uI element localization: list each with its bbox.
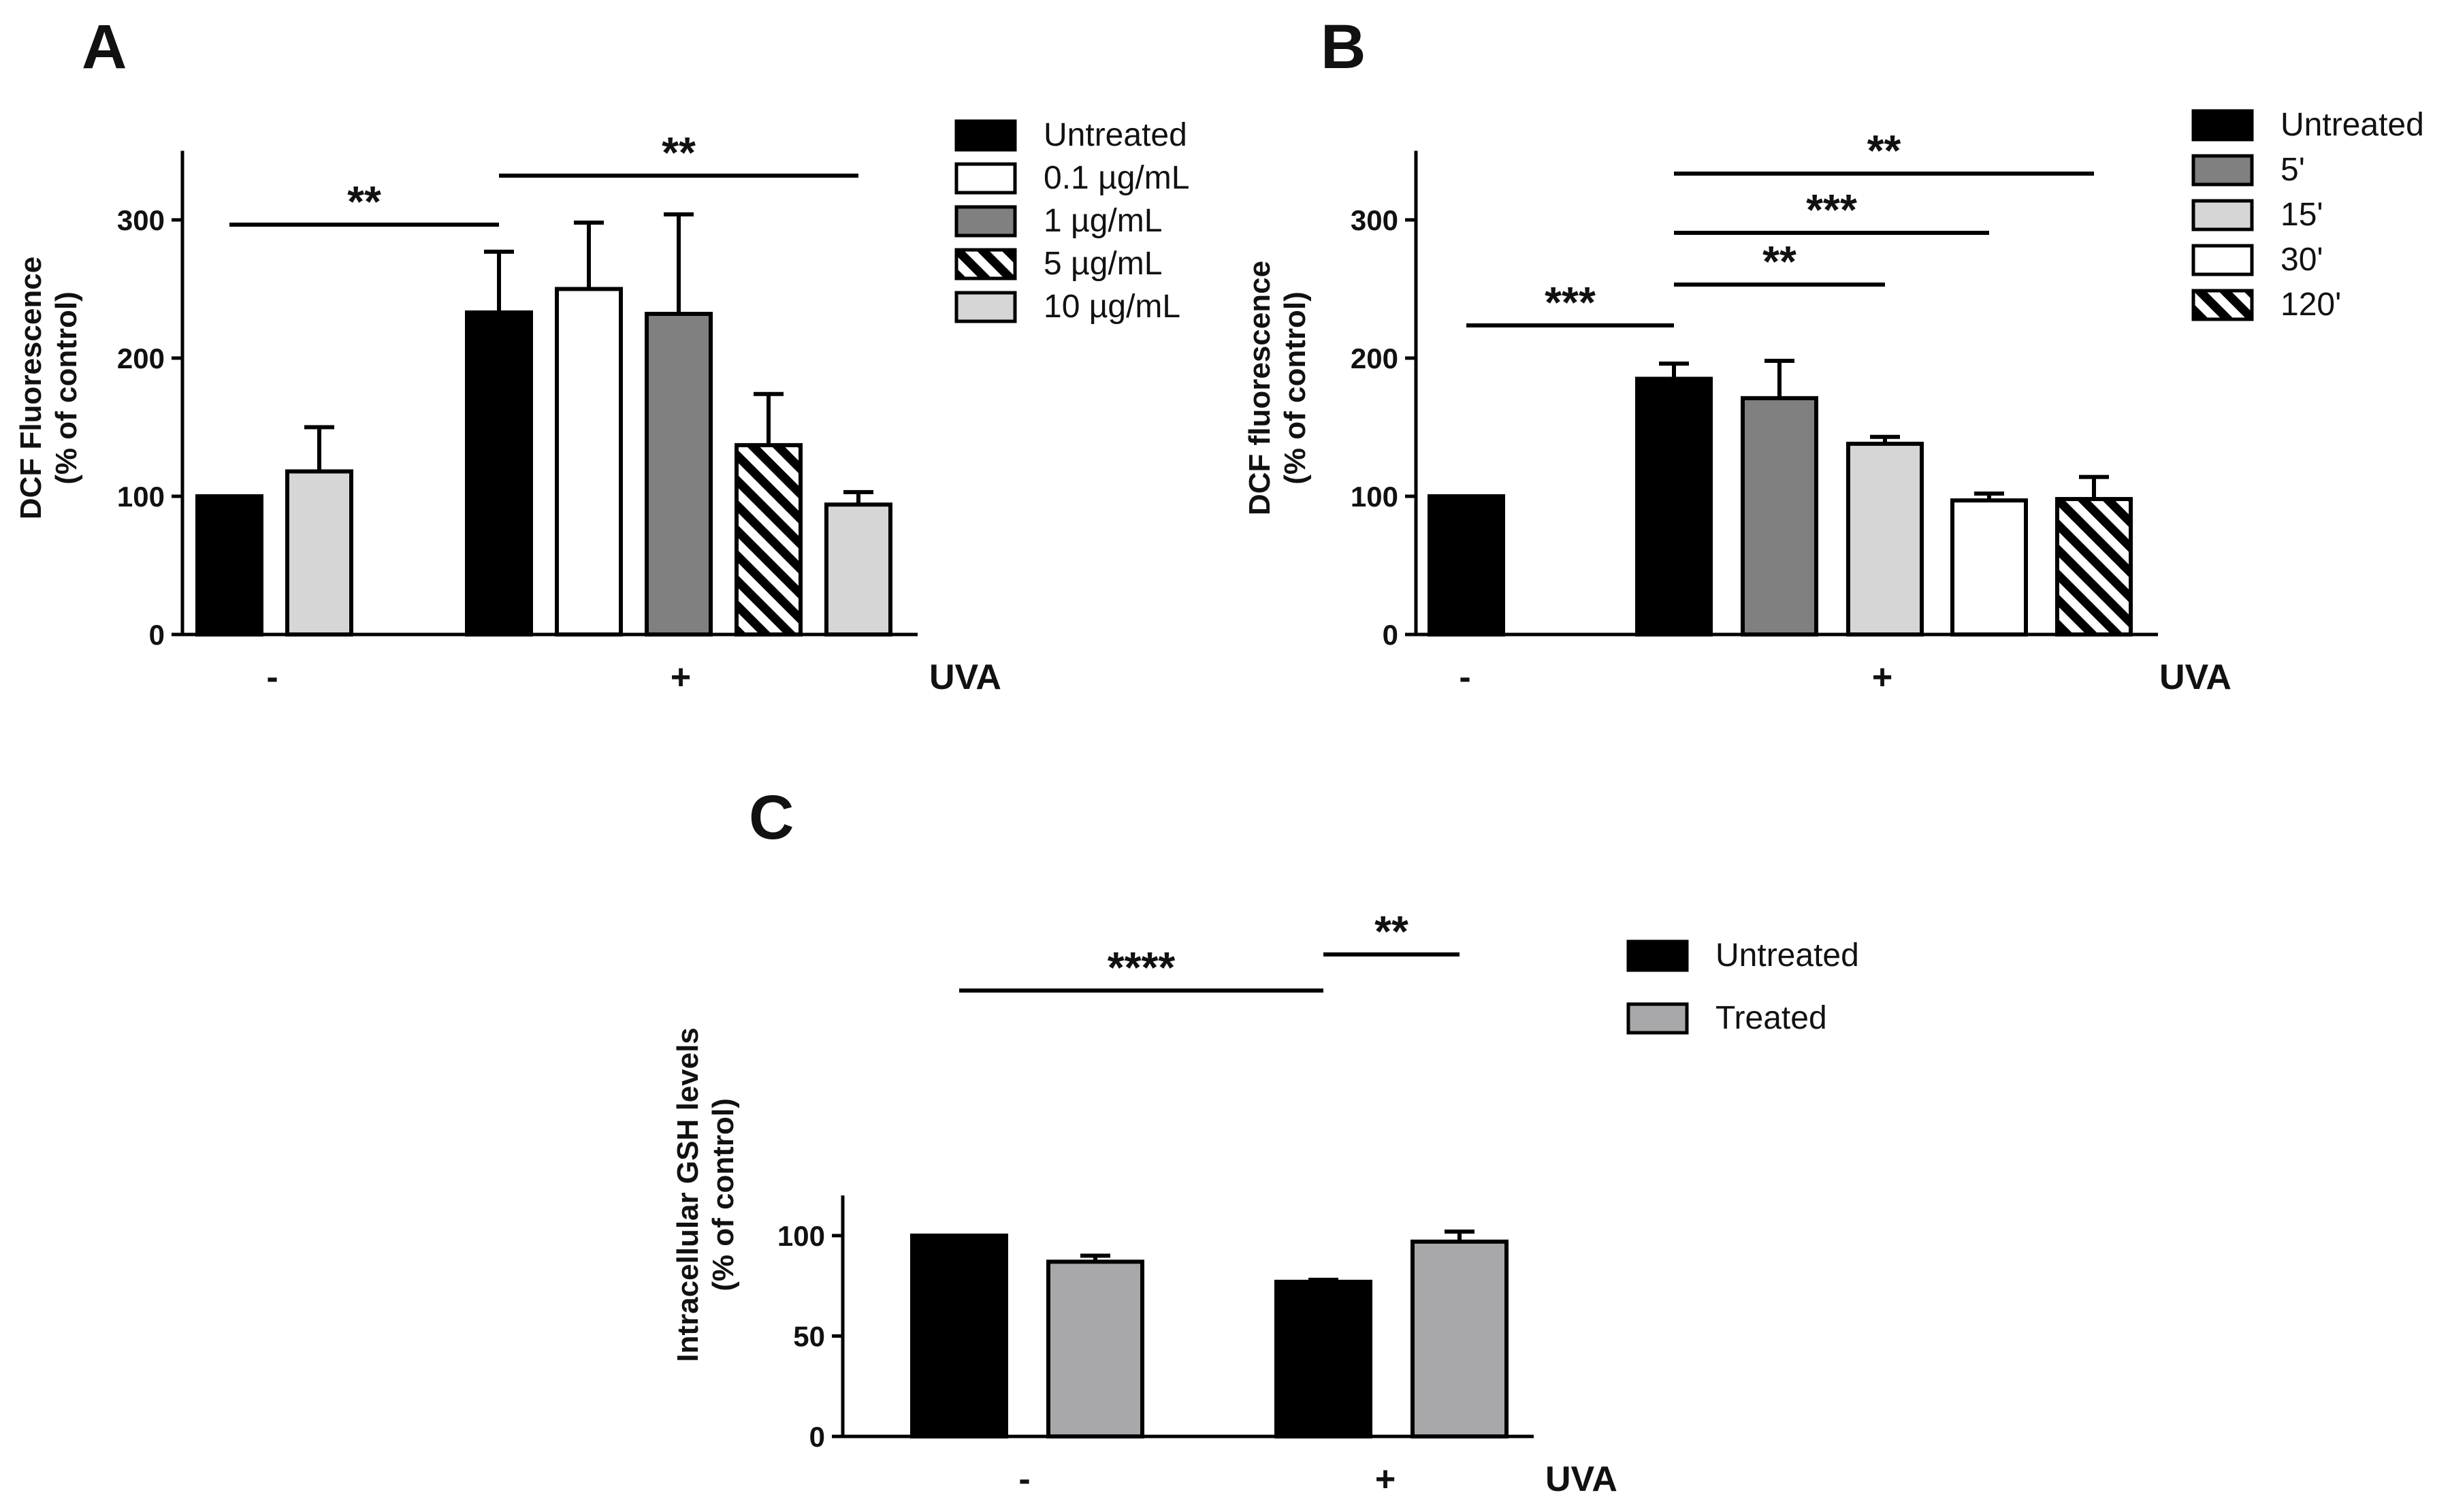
y-axis-label: Intracellular GSH levels	[671, 1027, 705, 1362]
legend-label: 1 µg/mL	[1044, 203, 1162, 239]
legend-swatch	[1626, 1002, 1689, 1035]
significance-label: **	[662, 128, 696, 177]
bar	[910, 1234, 1008, 1438]
group-label: +	[1872, 658, 1892, 697]
bar	[735, 443, 803, 637]
panel-c-letter: C	[749, 783, 794, 852]
legend-swatch	[954, 162, 1017, 195]
legend-label: 5'	[2280, 152, 2305, 188]
significance-label: **	[1374, 907, 1408, 956]
y-tick-label: 300	[1351, 204, 1398, 236]
y-tick-label: 200	[117, 342, 165, 374]
panel-a: A 0 100 200 300 DCF Fluorescence (% of contro…	[14, 12, 1189, 697]
legend-label: 5 µg/mL	[1044, 246, 1162, 282]
legend-swatch	[954, 291, 1017, 323]
legend-label: Untreated	[1715, 937, 1859, 974]
legend-swatch	[2191, 199, 2254, 231]
y-tick-label: 50	[793, 1321, 825, 1353]
legend-label: 15'	[2280, 197, 2323, 233]
legend-label: Untreated	[2280, 107, 2424, 143]
panel-c: C 0 50 100 Intracellular GSH levels (% of co…	[671, 783, 1859, 1499]
legend-swatch	[2191, 244, 2254, 276]
legend-swatch	[2191, 154, 2254, 187]
bar	[1428, 494, 1505, 637]
bar	[195, 494, 263, 637]
bar	[1274, 1279, 1372, 1438]
legend-label: 120'	[2280, 287, 2341, 323]
legend-swatch	[954, 205, 1017, 238]
bar	[1046, 1259, 1144, 1438]
legend-label: 30'	[2280, 242, 2323, 278]
significance-label: **	[347, 177, 381, 226]
bar	[824, 502, 892, 637]
group-label: +	[1375, 1460, 1396, 1499]
significance-label: ****	[1108, 943, 1176, 992]
y-tick-label: 0	[809, 1421, 825, 1453]
y-tick-label: 300	[117, 204, 165, 236]
legend-label: Treated	[1715, 1000, 1827, 1036]
group-label: -	[1459, 658, 1470, 697]
y-tick-label: 0	[149, 619, 165, 651]
y-tick-label: 100	[1351, 481, 1398, 513]
legend-label: 10 µg/mL	[1044, 289, 1180, 325]
bar	[1635, 376, 1713, 637]
legend-label: 0.1 µg/mL	[1044, 160, 1189, 196]
y-axis-label: DCF Fluorescence	[14, 257, 48, 519]
bar	[555, 287, 623, 637]
y-axis-label: (% of control)	[50, 291, 83, 485]
y-tick-label: 100	[777, 1220, 825, 1252]
group-label: -	[1018, 1460, 1030, 1499]
bar	[1846, 441, 1924, 637]
bar	[645, 312, 713, 637]
significance-label: **	[1762, 237, 1796, 286]
panel-a-letter: A	[82, 12, 127, 82]
bar	[285, 469, 353, 637]
legend-swatch	[954, 119, 1017, 152]
legend-swatch	[2191, 289, 2254, 321]
group-label: -	[266, 658, 278, 697]
y-tick-label: 200	[1351, 342, 1398, 374]
y-tick-label: 100	[117, 481, 165, 513]
panel-b-letter: B	[1321, 12, 1366, 82]
bar	[1411, 1239, 1509, 1438]
panel-b: B 0 100 200 300 DCF fluorescence (% of contro…	[1243, 12, 2424, 697]
y-axis-label: (% of control)	[1278, 291, 1312, 485]
bar	[1950, 498, 2028, 637]
legend-swatch	[2191, 109, 2254, 142]
significance-label: **	[1867, 126, 1901, 175]
significance-label: ***	[1545, 278, 1596, 327]
bar	[2055, 497, 2133, 637]
significance-label: ***	[1806, 185, 1857, 234]
y-tick-label: 0	[1383, 619, 1398, 651]
uva-label: UVA	[1545, 1460, 1617, 1499]
bar	[1741, 396, 1818, 637]
legend-swatch	[1626, 939, 1689, 972]
legend-swatch	[954, 248, 1017, 280]
uva-label: UVA	[929, 658, 1001, 697]
bar	[465, 310, 533, 637]
legend-label: Untreated	[1044, 117, 1187, 153]
uva-label: UVA	[2159, 658, 2231, 697]
y-axis-label: DCF fluorescence	[1243, 261, 1276, 515]
group-label: +	[671, 658, 691, 697]
y-axis-label: (% of control)	[707, 1098, 740, 1291]
